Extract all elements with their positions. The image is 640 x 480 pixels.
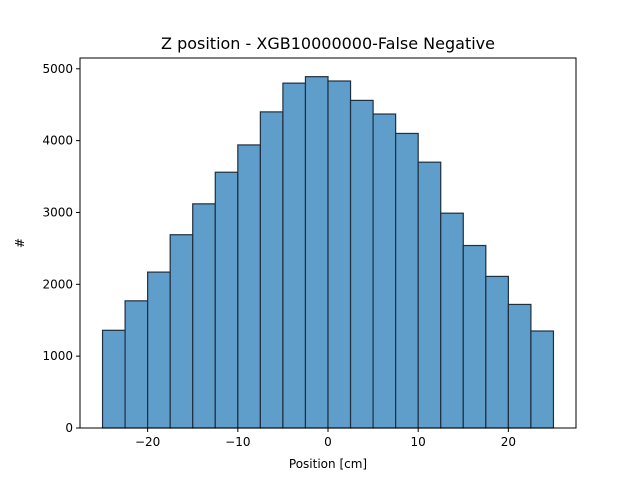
x-tick-label: −20 xyxy=(135,435,160,449)
y-axis-ticks: 0 1000 2000 3000 4000 5000 xyxy=(42,62,80,435)
y-tick-label: 0 xyxy=(65,421,73,435)
y-tick-label: 5000 xyxy=(42,62,73,76)
y-tick-label: 4000 xyxy=(42,134,73,148)
histogram-bar xyxy=(147,271,171,429)
histogram-bar xyxy=(485,275,509,429)
bars-layer xyxy=(101,76,555,429)
histogram-bar xyxy=(507,303,532,429)
x-axis-label: Position [cm] xyxy=(289,457,367,471)
histogram-bar xyxy=(304,76,329,429)
chart-title: Z position - XGB10000000-False Negative xyxy=(161,34,495,53)
y-tick-label: 2000 xyxy=(42,277,73,291)
histogram-bar xyxy=(124,300,149,429)
histogram-bar xyxy=(440,212,464,429)
y-axis-label: # xyxy=(13,238,27,248)
histogram-bar xyxy=(192,203,216,429)
x-tick-label: 0 xyxy=(324,435,332,449)
histogram-bar xyxy=(395,132,419,429)
histogram-bar xyxy=(282,82,307,429)
y-tick-label: 3000 xyxy=(42,205,73,219)
histogram-bar xyxy=(259,111,284,429)
x-axis-ticks: −20 −10 0 10 20 xyxy=(135,428,516,449)
histogram-bar xyxy=(327,80,352,429)
histogram-bar xyxy=(237,144,261,429)
y-tick-label: 1000 xyxy=(42,349,73,363)
histogram-bar xyxy=(372,113,397,429)
histogram-bar xyxy=(169,234,194,429)
histogram-bar xyxy=(349,99,374,429)
histogram-bar xyxy=(101,329,126,429)
x-tick-label: −10 xyxy=(225,435,250,449)
x-tick-label: 10 xyxy=(411,435,426,449)
x-tick-label: 20 xyxy=(501,435,516,449)
histogram-bar xyxy=(417,161,442,429)
histogram-bar xyxy=(462,244,487,429)
histogram-bar xyxy=(214,171,239,429)
histogram-bar xyxy=(530,330,555,429)
